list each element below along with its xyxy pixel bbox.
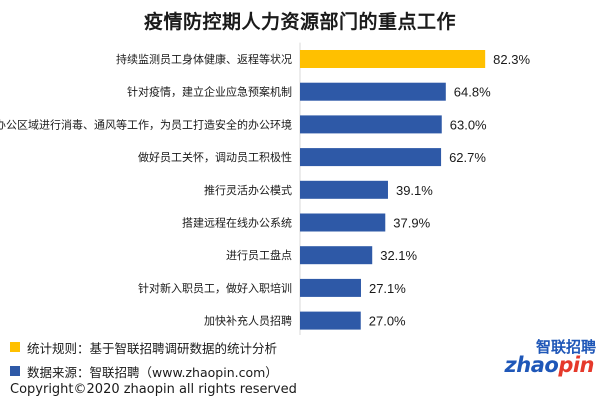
value-label-5: 39.1%	[396, 183, 433, 198]
value-label-7: 32.1%	[380, 248, 417, 263]
category-label-3: 对办公区域进行消毒、通风等工作，为员工打造安全的办公环境	[0, 117, 292, 131]
value-label-3: 63.0%	[450, 117, 487, 132]
category-label-4: 做好员工关怀，调动员工积极性	[138, 150, 292, 164]
value-label-4: 62.7%	[449, 150, 486, 165]
copyright: Copyright©2020 zhaopin all rights reserv…	[10, 382, 297, 397]
note-swatch-blue	[10, 366, 20, 376]
bar-4	[300, 148, 442, 167]
logo-en-suffix: pin	[558, 353, 594, 377]
category-label-7: 进行员工盘点	[226, 248, 292, 262]
logo-cn: 智联招聘	[535, 338, 596, 356]
note-text: 统计规则：基于智联招聘调研数据的统计分析	[27, 340, 278, 356]
chart-title: 疫情防控期人力资源部门的重点工作	[143, 11, 456, 33]
category-label-5: 推行灵活办公模式	[204, 183, 292, 197]
bar-3	[300, 115, 442, 134]
value-label-1: 82.3%	[493, 52, 530, 67]
value-label-6: 37.9%	[393, 216, 430, 231]
logo-en: zhaopin	[504, 353, 595, 377]
bar-7	[300, 246, 373, 265]
category-label-9: 加快补充人员招聘	[204, 314, 292, 328]
value-label-2: 64.8%	[454, 85, 491, 100]
bar-6	[300, 213, 386, 232]
category-label-6: 搭建远程在线办公系统	[182, 216, 292, 230]
note-stat-rule: 统计规则：基于智联招聘调研数据的统计分析	[10, 337, 278, 357]
logo-en-prefix: zhao	[504, 353, 559, 377]
bar-8	[300, 278, 361, 297]
value-label-9: 27.0%	[369, 314, 406, 329]
category-label-2: 针对疫情，建立企业应急预案机制	[127, 85, 292, 99]
value-label-8: 27.1%	[369, 281, 406, 296]
note-data-source: 数据来源：智联招聘（www.zhaopin.com）	[10, 361, 278, 381]
category-label-1: 持续监测员工身体健康、返程等状况	[116, 52, 292, 66]
note-text: 数据来源：智联招聘（www.zhaopin.com）	[27, 364, 278, 380]
bar-1	[300, 50, 486, 68]
bar-9	[300, 311, 361, 330]
zhaopin-logo: 智联招聘 zhaopin	[478, 336, 596, 382]
bar-chart: 持续监测员工身体健康、返程等状况 82.3% 针对疫情，建立企业应急预案机制 64.8…	[0, 42, 530, 335]
bar-2	[300, 82, 446, 101]
notes: 统计规则：基于智联招聘调研数据的统计分析 数据来源：智联招聘（www.zhaop…	[10, 337, 278, 385]
category-label-8: 针对新入职员工，做好入职培训	[138, 281, 292, 295]
bar-5	[300, 180, 388, 199]
note-swatch-yellow	[10, 342, 20, 352]
